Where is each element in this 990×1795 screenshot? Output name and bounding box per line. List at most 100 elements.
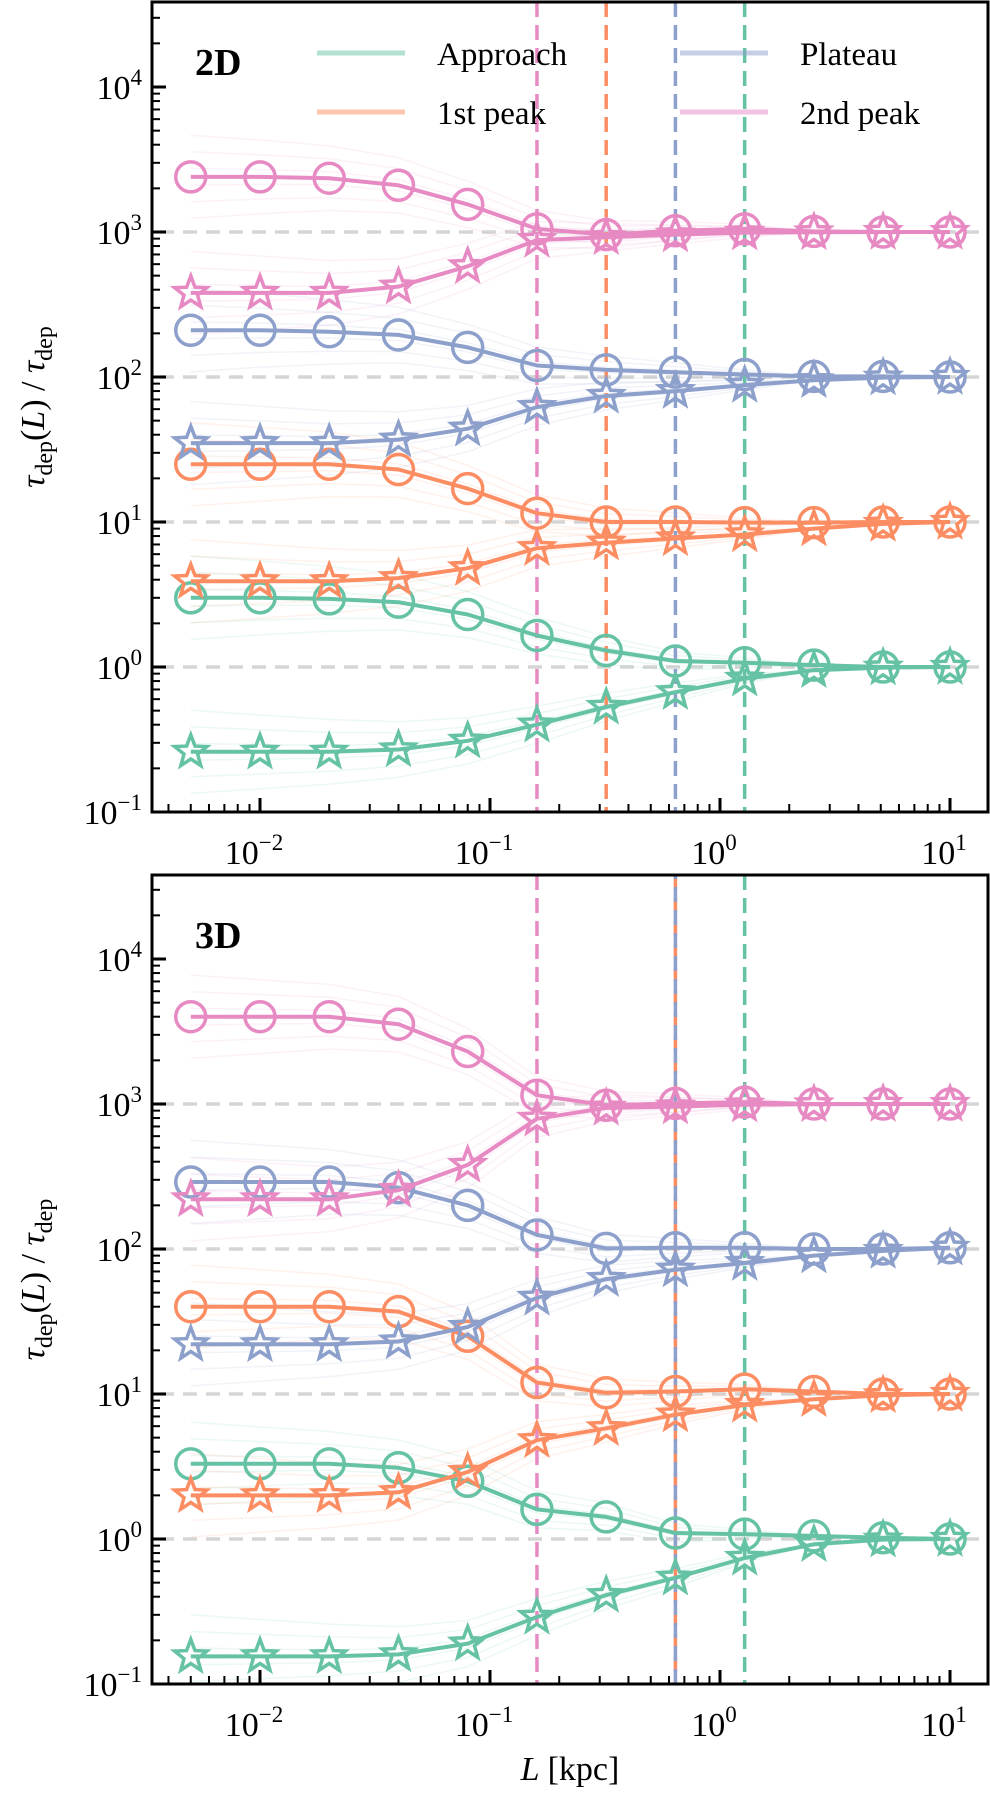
marker-star-approach bbox=[862, 1517, 905, 1558]
marker-star-plateau bbox=[585, 374, 628, 414]
marker-star-plateau bbox=[516, 385, 558, 426]
ylabel-rest: ) / bbox=[15, 1245, 52, 1283]
marker-star-approach bbox=[308, 729, 351, 770]
marker-circle-1st-peak bbox=[381, 452, 416, 487]
marker-circle-2nd-peak bbox=[174, 999, 208, 1034]
ylabel-paren: ( bbox=[15, 430, 52, 441]
marker-circle-1st-peak bbox=[243, 1289, 277, 1324]
marker-star-plateau bbox=[377, 417, 420, 458]
faint-track-approach bbox=[190, 1538, 951, 1651]
marker-star-plateau bbox=[654, 1247, 697, 1288]
y-axis-label: τdep(L) / τdep bbox=[15, 326, 58, 488]
ylabel-sub: dep bbox=[32, 1314, 58, 1349]
marker-circle-plateau bbox=[174, 1165, 208, 1199]
marker-circle-1st-peak bbox=[312, 1289, 346, 1324]
marker-circle-plateau bbox=[589, 353, 623, 387]
marker-circle-1st-peak bbox=[450, 471, 485, 506]
marker-star-2nd-peak bbox=[862, 1082, 905, 1122]
marker-star-2nd-peak bbox=[446, 244, 489, 285]
x-tick-base: 10 bbox=[691, 835, 725, 872]
marker-star-2nd-peak bbox=[929, 210, 971, 250]
marker-star-2nd-peak bbox=[308, 1177, 351, 1218]
x-tick-base: 10 bbox=[455, 1707, 489, 1744]
marker-star-plateau bbox=[308, 1322, 351, 1363]
marker-star-2nd-peak bbox=[377, 1168, 420, 1208]
marker-star-2nd-peak bbox=[239, 270, 282, 311]
marker-star-1st-peak bbox=[377, 1470, 420, 1511]
faint-track-2nd-peak bbox=[190, 134, 950, 233]
legend-label-2nd-peak: 2nd peak bbox=[800, 96, 921, 132]
faint-track-approach bbox=[190, 1421, 951, 1540]
series-line-approach-star bbox=[190, 665, 951, 754]
marker-circle-plateau bbox=[450, 1188, 485, 1223]
marker-star-approach bbox=[516, 1594, 558, 1635]
y-tick-exp: 4 bbox=[131, 65, 143, 90]
marker-star-approach bbox=[516, 702, 558, 743]
y-tick-label: 100 bbox=[97, 1517, 143, 1559]
y-tick-label: 10−1 bbox=[84, 1662, 142, 1704]
ylabel-sub: dep bbox=[32, 441, 58, 476]
y-tick-exp: 1 bbox=[131, 500, 143, 525]
marker-circle-2nd-peak bbox=[243, 160, 277, 194]
marker-star-2nd-peak bbox=[308, 270, 351, 311]
marker-circle-2nd-peak bbox=[520, 1078, 554, 1112]
faint-track-1st-peak bbox=[190, 1393, 951, 1505]
y-tick-base: 10 bbox=[97, 1377, 131, 1414]
marker-star-1st-peak bbox=[654, 1392, 697, 1433]
x-tick-exp: 0 bbox=[725, 1702, 737, 1727]
faint-track-plateau bbox=[190, 376, 951, 453]
marker-star-plateau bbox=[446, 406, 489, 447]
marker-star-plateau bbox=[239, 421, 281, 461]
marker-star-plateau bbox=[723, 363, 766, 403]
series-line-1st-peak-circle bbox=[190, 1304, 950, 1396]
x-tick-label: 10−1 bbox=[455, 1702, 513, 1744]
marker-circle-approach bbox=[520, 1492, 554, 1527]
marker-circle-approach bbox=[312, 582, 346, 616]
marker-circle-approach bbox=[450, 1464, 485, 1499]
marker-circle-2nd-peak bbox=[312, 161, 346, 195]
marker-star-1st-peak bbox=[929, 500, 971, 540]
marker-circle-plateau bbox=[312, 1165, 346, 1199]
marker-circle-plateau bbox=[658, 1231, 693, 1265]
marker-star-2nd-peak bbox=[862, 210, 905, 250]
marker-star-approach bbox=[792, 1522, 835, 1563]
marker-star-1st-peak bbox=[929, 1372, 971, 1412]
marker-star-1st-peak bbox=[516, 526, 558, 566]
marker-star-plateau bbox=[516, 1275, 558, 1316]
marker-circle-2nd-peak bbox=[381, 1007, 416, 1041]
marker-circle-plateau bbox=[658, 355, 693, 389]
marker-star-1st-peak bbox=[308, 559, 351, 600]
marker-circle-1st-peak bbox=[658, 1374, 693, 1409]
marker-star-1st-peak bbox=[169, 1473, 212, 1514]
series-line-approach-star bbox=[190, 1537, 951, 1659]
marker-star-1st-peak bbox=[516, 1418, 558, 1459]
marker-star-2nd-peak bbox=[585, 1085, 628, 1126]
marker-star-approach bbox=[654, 1555, 697, 1596]
y-tick-base: 10 bbox=[97, 70, 131, 107]
y-tick-exp: 1 bbox=[131, 1372, 143, 1397]
marker-circle-2nd-peak bbox=[450, 187, 485, 222]
x-tick-exp: 1 bbox=[955, 830, 967, 855]
marker-star-plateau bbox=[585, 1257, 628, 1297]
marker-star-1st-peak bbox=[446, 1450, 489, 1490]
marker-circle-2nd-peak bbox=[243, 999, 277, 1034]
y-tick-base: 10 bbox=[97, 942, 131, 979]
marker-circle-plateau bbox=[243, 1165, 277, 1199]
marker-circle-plateau bbox=[381, 318, 416, 352]
faint-track-1st-peak bbox=[190, 438, 950, 524]
marker-star-plateau bbox=[446, 1305, 489, 1345]
marker-star-plateau bbox=[929, 355, 971, 395]
marker-circle-approach bbox=[174, 581, 208, 615]
marker-star-1st-peak bbox=[308, 1473, 351, 1514]
marker-star-1st-peak bbox=[723, 512, 766, 553]
marker-star-1st-peak bbox=[377, 556, 420, 596]
y-tick-label: 102 bbox=[97, 355, 143, 397]
marker-star-1st-peak bbox=[239, 1473, 281, 1514]
ylabel-L: L bbox=[15, 1283, 52, 1303]
marker-star-approach bbox=[308, 1634, 351, 1675]
x-tick-base: 10 bbox=[921, 1707, 955, 1744]
marker-circle-plateau bbox=[312, 315, 346, 349]
x-tick-exp: 1 bbox=[955, 1702, 967, 1727]
marker-star-1st-peak bbox=[585, 1406, 628, 1447]
